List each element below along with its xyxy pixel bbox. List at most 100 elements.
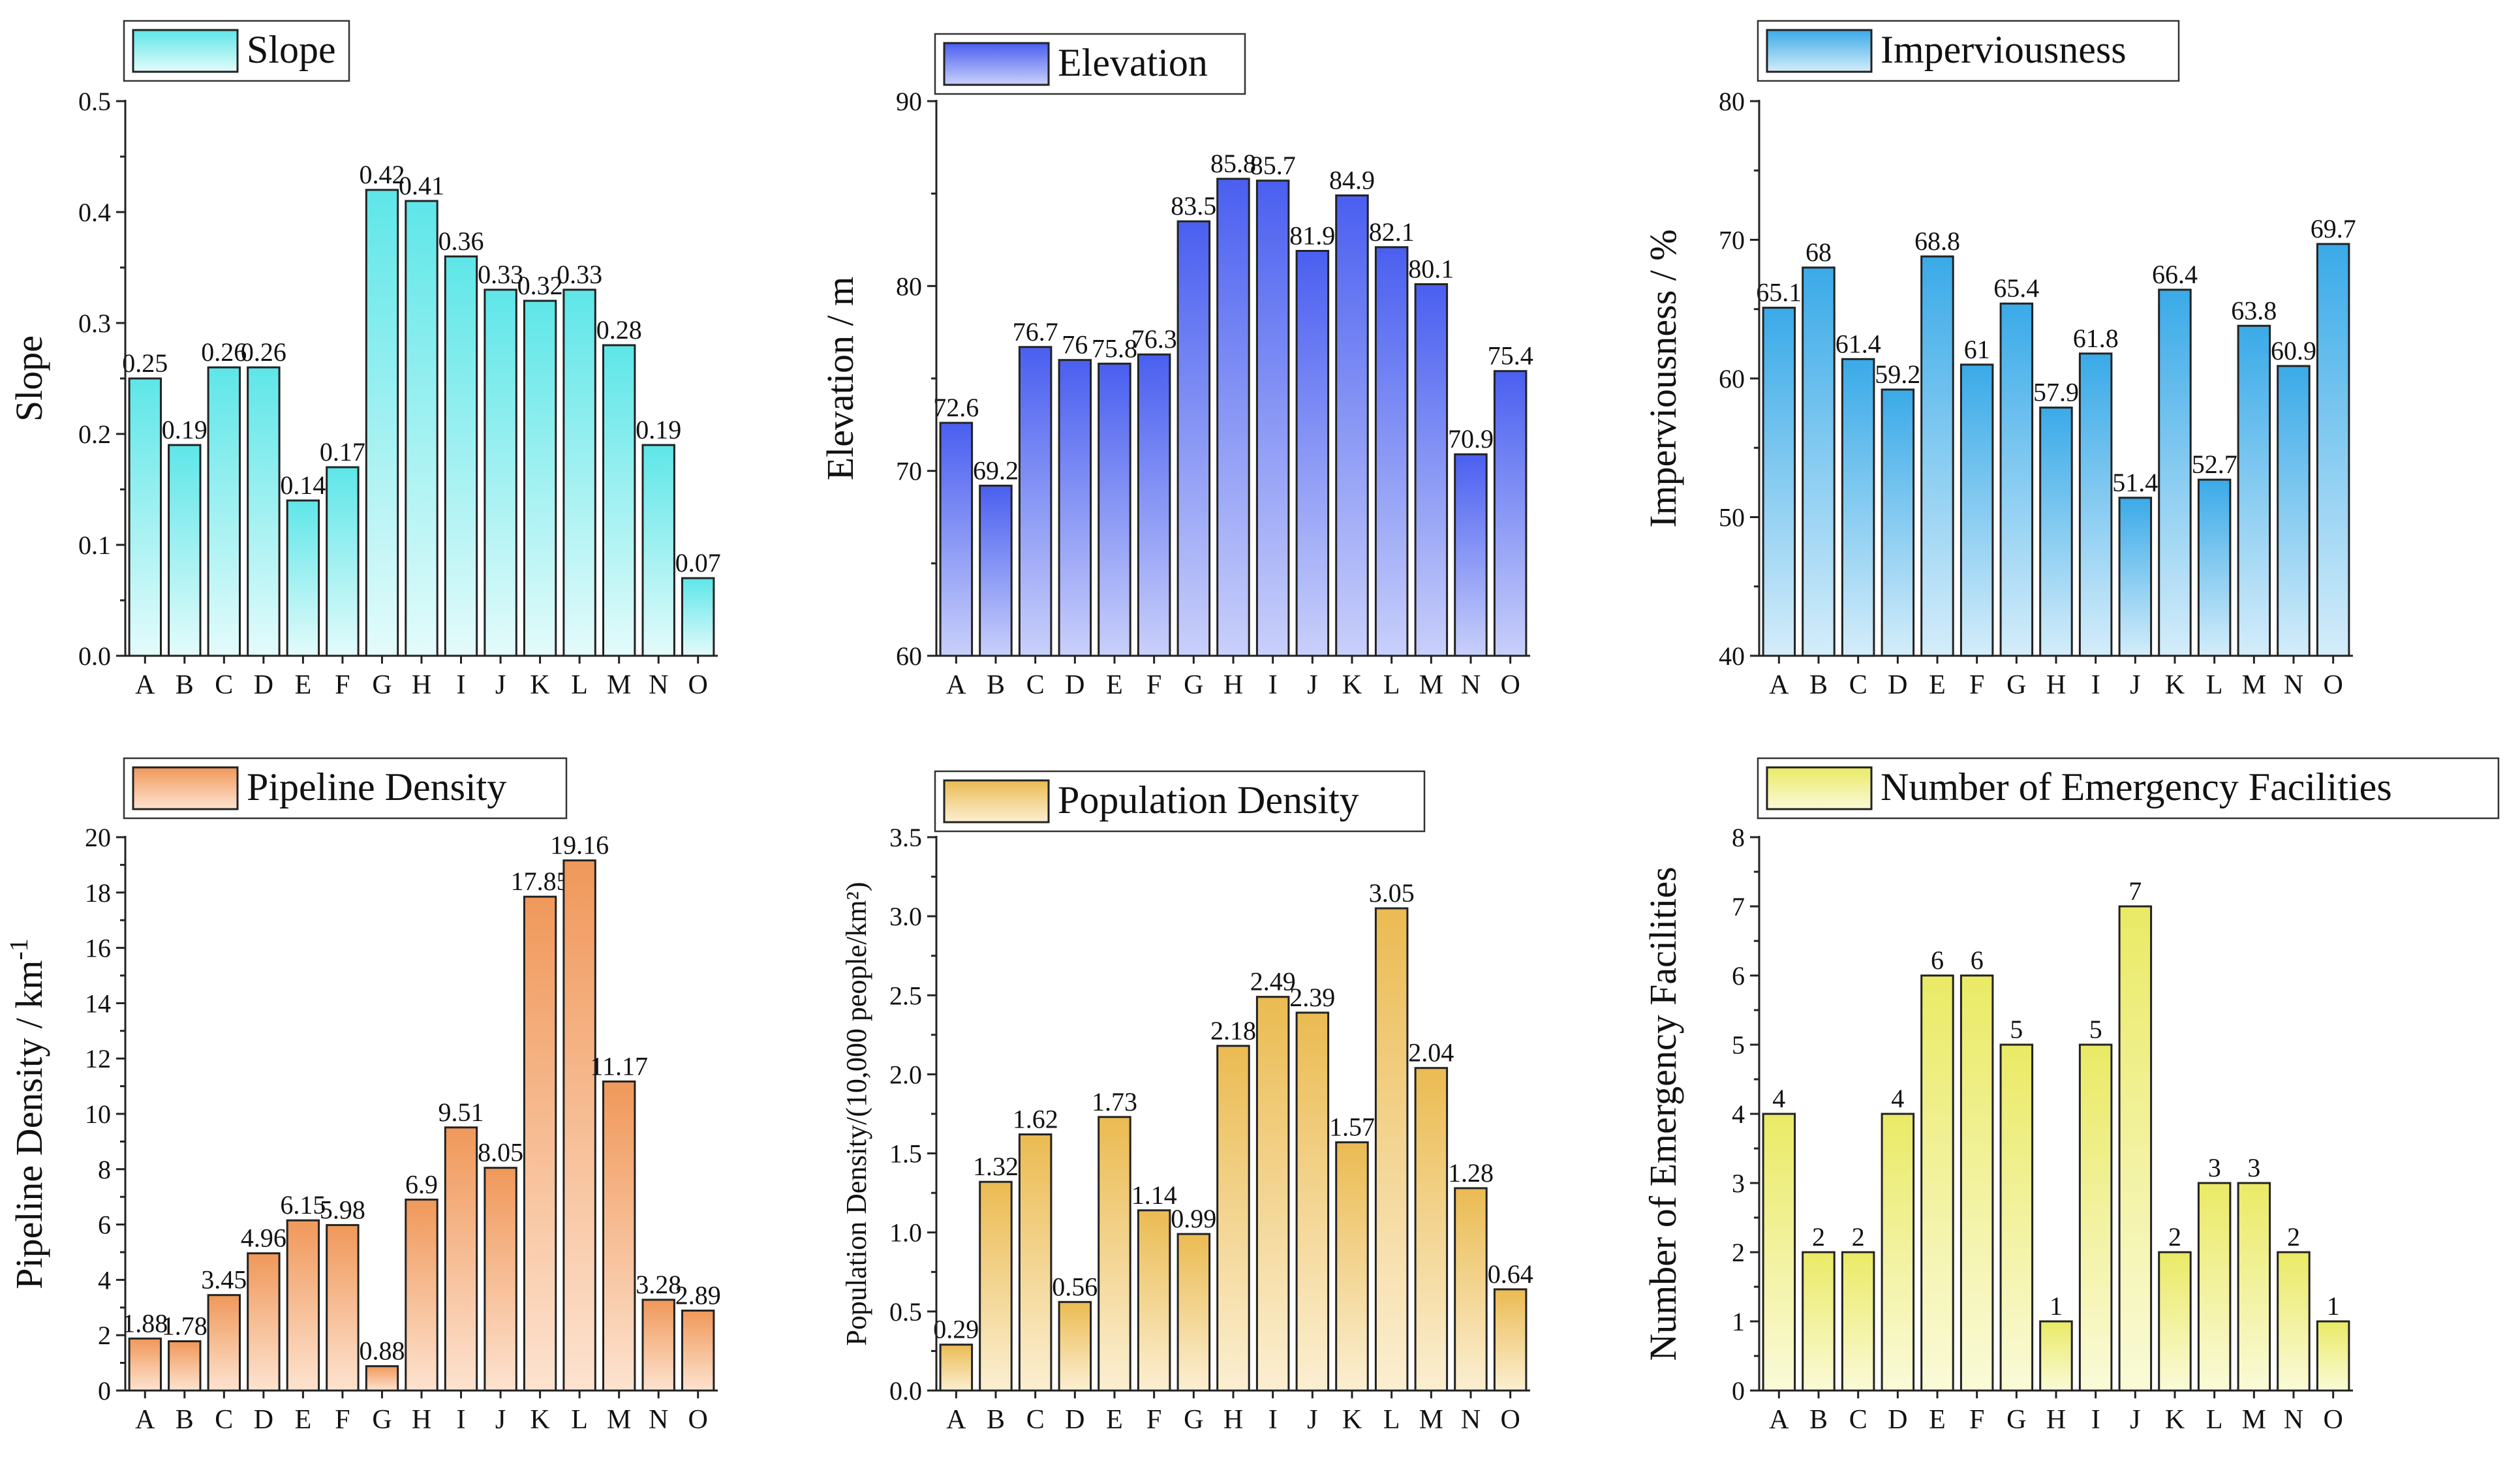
bar-F	[1137, 1209, 1171, 1392]
x-tick-label-E: E	[1929, 670, 1946, 700]
bar-label-H: 0.41	[399, 171, 444, 200]
x-tick-label-G: G	[2006, 670, 2026, 700]
y-tick-label: 0	[1732, 1376, 1745, 1406]
x-tick-label-F: F	[1146, 1405, 1161, 1435]
x-tick-label-M: M	[1419, 670, 1443, 700]
bar-label-O: 0.64	[1488, 1259, 1533, 1289]
bar-label-C: 3.45	[201, 1265, 247, 1295]
y-axis-title: Pipeline Density / km-1	[4, 938, 51, 1289]
bar-label-M: 80.1	[1408, 254, 1454, 284]
bar-label-M: 11.17	[590, 1051, 648, 1081]
legend-swatch	[943, 42, 1050, 86]
y-tick-label: 70	[896, 457, 922, 486]
x-tick-label-O: O	[1501, 670, 1520, 700]
bar-label-L: 82.1	[1369, 217, 1415, 247]
x-tick-label-F: F	[335, 1405, 350, 1435]
bar-label-F: 76.3	[1131, 324, 1177, 354]
legend-swatch	[1766, 29, 1873, 73]
x-tick-label-D: D	[1065, 670, 1084, 700]
y-tick-label: 12	[85, 1044, 111, 1073]
x-tick-label-E: E	[1106, 670, 1123, 700]
x-tick-label-M: M	[607, 670, 631, 700]
y-tick-label: 3.0	[889, 902, 922, 931]
bar-label-D: 0.26	[241, 337, 286, 367]
x-tick-label-E: E	[295, 670, 312, 700]
y-tick-label: 60	[1719, 364, 1745, 393]
bar-label-I: 85.7	[1250, 151, 1296, 180]
bar-M	[1414, 283, 1449, 657]
bar-D	[247, 366, 281, 657]
legend-label: Slope	[247, 28, 336, 71]
bar-label-K: 1.57	[1329, 1113, 1375, 1142]
bar-label-C: 0.26	[201, 337, 247, 367]
x-tick-label-F: F	[1969, 670, 1984, 700]
y-tick-label: 5	[1732, 1030, 1745, 1060]
bar-label-C: 2	[1852, 1222, 1865, 1252]
bar-label-O: 0.07	[675, 548, 721, 577]
x-tick-label-L: L	[2206, 1405, 2223, 1435]
bar-label-A: 1.88	[122, 1308, 168, 1338]
y-axis-title: Number of Emergency Facilities	[1642, 867, 1684, 1361]
bar-F	[326, 466, 360, 657]
x-tick-label-M: M	[2242, 670, 2266, 700]
bar-label-H: 57.9	[2033, 378, 2079, 407]
bar-label-B: 2	[1812, 1222, 1825, 1252]
bar-label-I: 5	[2089, 1015, 2102, 1044]
bar-label-D: 4	[1891, 1084, 1904, 1113]
y-tick-label: 0.5	[78, 87, 111, 116]
y-tick-label: 18	[85, 878, 111, 908]
bar-E	[286, 1219, 320, 1392]
bar-label-C: 61.4	[1836, 329, 1881, 358]
legend: Number of Emergency Facilities	[1757, 757, 2500, 820]
bar-label-F: 6	[1971, 946, 1984, 975]
x-tick-label-K: K	[2165, 670, 2185, 700]
x-tick-label-B: B	[1809, 1405, 1828, 1435]
x-tick-label-I: I	[2091, 670, 2100, 700]
y-tick-label: 80	[896, 271, 922, 301]
bar-label-K: 84.9	[1329, 166, 1375, 195]
bar-K	[523, 300, 557, 657]
x-tick-label-A: A	[135, 1405, 155, 1435]
x-tick-label-C: C	[1849, 1405, 1867, 1435]
y-axis-title: Population Density/(10,000 people/km²)	[840, 882, 872, 1346]
bar-label-D: 76	[1062, 330, 1088, 360]
x-tick-label-I: I	[1268, 670, 1278, 700]
x-tick-label-H: H	[1223, 1405, 1243, 1435]
x-tick-label-L: L	[1383, 1405, 1400, 1435]
bar-M	[2237, 324, 2271, 657]
x-tick-label-J: J	[2130, 670, 2140, 700]
bar-C	[1841, 1251, 1875, 1392]
bar-F	[326, 1223, 360, 1392]
bar-C	[207, 366, 241, 657]
bar-O	[2316, 1320, 2350, 1392]
x-tick-label-F: F	[1969, 1405, 1984, 1435]
bar-M	[1414, 1067, 1449, 1392]
panel-4: 1.881.78 3.45 4.966.155.98 0.88 6.9 9.51 8.05 1…	[4, 757, 721, 1435]
y-tick-label: 7	[1732, 892, 1745, 921]
bar-N	[1454, 1187, 1488, 1392]
bar-label-C: 76.7	[1013, 317, 1058, 346]
bar-label-M: 2.04	[1408, 1038, 1454, 1068]
x-tick-label-L: L	[1383, 670, 1400, 700]
x-tick-label-D: D	[254, 1405, 273, 1435]
bar-A	[939, 422, 974, 657]
y-tick-label: 6	[98, 1210, 111, 1240]
bar-label-E: 68.8	[1914, 226, 1960, 256]
bar-A	[1762, 307, 1796, 657]
bar-label-B: 68	[1805, 238, 1832, 267]
bar-label-N: 0.19	[636, 415, 681, 444]
bar-label-E: 6.15	[280, 1190, 326, 1220]
bar-L	[562, 859, 596, 1392]
y-tick-label: 2.5	[889, 981, 922, 1010]
legend: Pipeline Density	[123, 757, 568, 820]
bar-N	[2277, 365, 2311, 657]
y-tick-label: 0.0	[889, 1376, 922, 1406]
bar-label-D: 4.96	[241, 1223, 286, 1253]
bar-N	[641, 1299, 675, 1392]
bar-label-L: 3.05	[1369, 878, 1415, 908]
y-tick-label: 40	[1719, 641, 1745, 671]
bar-G	[365, 189, 399, 657]
y-tick-label: 0.1	[78, 531, 111, 560]
y-tick-label: 70	[1719, 226, 1745, 255]
